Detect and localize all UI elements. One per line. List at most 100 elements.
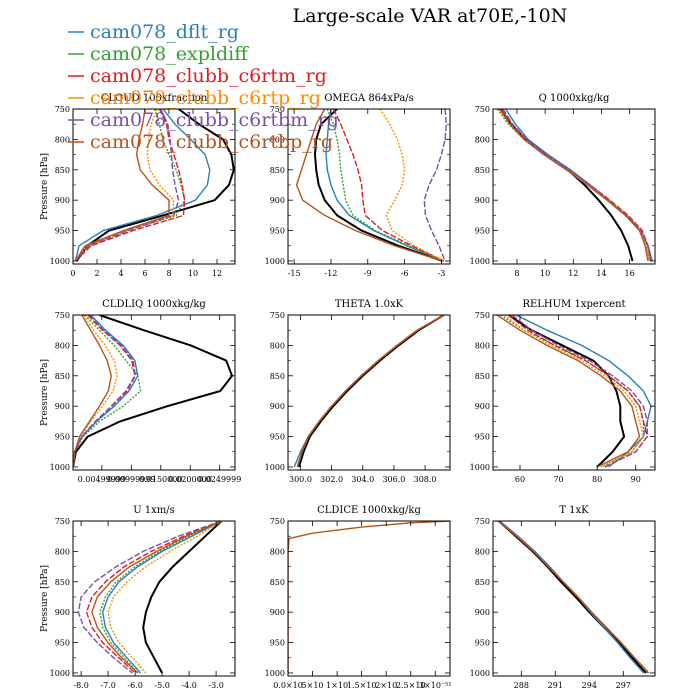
series-line-2 — [515, 315, 652, 468]
x-tick-label: 0.0150000 — [139, 475, 182, 484]
series-line-6 — [502, 109, 652, 262]
y-tick-label: 850 — [55, 166, 70, 175]
x-tick-label: 297 — [616, 681, 631, 690]
x-tick-label: 12 — [568, 269, 578, 278]
series-line-7 — [499, 109, 649, 262]
x-tick-label: 306.0 — [382, 475, 405, 484]
x-tick-label: 8 — [166, 269, 171, 278]
series-line-5 — [107, 521, 222, 674]
panel-title: Q 1000xkg/kg — [539, 93, 610, 104]
legend-label: cam078_clubb_c6rtbp_rg — [90, 131, 333, 153]
y-axis-label: Pressure [hPa] — [40, 153, 50, 220]
y-tick-label: 950 — [475, 433, 490, 442]
y-tick-label: 1000 — [265, 257, 285, 266]
x-tick-label: -8.0 — [73, 681, 88, 690]
y-tick-label: 850 — [475, 372, 490, 381]
y-tick-label: 950 — [55, 227, 70, 236]
y-tick-label: 900 — [270, 196, 285, 205]
x-tick-label: -4.0 — [181, 681, 196, 690]
x-tick-label: 294 — [582, 681, 597, 690]
x-tick-label: -5.0 — [154, 681, 169, 690]
x-tick-label: 3×10⁻⁵¹ — [419, 681, 452, 690]
x-tick-label: 10 — [188, 269, 198, 278]
y-tick-label: 850 — [270, 372, 285, 381]
y-tick-label: 900 — [270, 608, 285, 617]
series-line-7 — [295, 109, 443, 262]
x-tick-label: -15 — [288, 269, 301, 278]
y-tick-label: 1000 — [470, 463, 490, 472]
y-tick-label: 750 — [475, 311, 490, 320]
panel-t: T 1xK 750 800 850 900 950 1000 288 291 294 297 — [470, 505, 656, 690]
legend-label: cam078_clubb_c6rtm_rg — [90, 65, 327, 87]
y-tick-label: 950 — [475, 227, 490, 236]
panel-cldice: CLDICE 1000xkg/kg 750 800 850 900 950 1000 0.0×… — [265, 505, 452, 690]
series-line-3 — [500, 315, 645, 468]
y-tick-label: 750 — [55, 105, 70, 114]
y-tick-label: 750 — [55, 311, 70, 320]
series-line-1 — [314, 109, 443, 262]
y-tick-label: 900 — [55, 402, 70, 411]
x-tick-label: 6 — [142, 269, 147, 278]
series-line-3 — [326, 109, 445, 262]
y-tick-label: 900 — [475, 608, 490, 617]
series-line-2 — [505, 109, 653, 262]
panel-title: T 1xK — [559, 505, 589, 516]
series-line-2 — [74, 109, 211, 262]
y-tick-label: 750 — [270, 105, 285, 114]
y-tick-label: 800 — [270, 341, 285, 350]
series-line-7 — [74, 109, 170, 262]
x-tick-label: -6 — [401, 269, 409, 278]
series-line-2 — [293, 315, 445, 468]
series-line-6 — [296, 315, 445, 468]
y-tick-label: 750 — [475, 105, 490, 114]
x-tick-label: 0.00999999 — [107, 475, 155, 484]
x-tick-label: 304.0 — [351, 475, 374, 484]
panel-u: U 1xm/s 750 800 850 900 950 1000-8.0 -7.0 -6.0 -5… — [40, 505, 236, 690]
y-tick-label: 750 — [55, 517, 70, 526]
x-tick-label: 1.5×10 — [347, 681, 377, 690]
series-line-7 — [498, 521, 649, 674]
y-tick-label: 1000 — [50, 257, 70, 266]
legend: cam078_dflt_rgcam078_expldiffcam078_club… — [68, 21, 339, 153]
series-line-7 — [91, 521, 222, 674]
panel-cldliq: CLDLIQ 1000xkg/kg 750 800 850 900 950 1000 0.00… — [40, 299, 241, 484]
series-line-1 — [297, 315, 445, 468]
series-line-1 — [73, 315, 234, 468]
plot-frame — [72, 520, 236, 677]
y-tick-label: 950 — [270, 639, 285, 648]
series-line-6 — [511, 315, 648, 468]
plot-frame — [287, 108, 451, 265]
figure-title: Large-scale VAR at70E,-10N — [293, 5, 568, 27]
x-tick-label: -3.0 — [208, 681, 223, 690]
series-line-5 — [379, 109, 445, 262]
panel-q: Q 1000xkg/kg 750 800 850 900 950 1000 8 10 12 14 16 — [470, 93, 656, 278]
x-tick-label: 2.5×10 — [396, 681, 426, 690]
series-line-4 — [332, 109, 445, 262]
panel-relhum: RELHUM 1xpercent 750 800 850 900 950 1000 60 70 8… — [470, 299, 656, 484]
x-tick-label: 10 — [540, 269, 550, 278]
x-tick-label: 8 — [514, 269, 519, 278]
x-tick-label: 1×10 — [326, 681, 348, 690]
y-tick-label: 850 — [55, 578, 70, 587]
x-tick-label: -6.0 — [127, 681, 142, 690]
y-tick-label: 1000 — [50, 669, 70, 678]
x-tick-label: 0 — [70, 269, 75, 278]
y-tick-label: 1000 — [265, 669, 285, 678]
y-tick-label: 850 — [475, 578, 490, 587]
y-tick-label: 800 — [270, 547, 285, 556]
x-tick-label: -9 — [364, 269, 372, 278]
plot-frame — [72, 108, 236, 265]
y-tick-label: 900 — [475, 196, 490, 205]
y-tick-label: 1000 — [265, 463, 285, 472]
x-tick-label: 302.0 — [320, 475, 343, 484]
legend-item: cam078_expldiff — [68, 43, 249, 65]
y-tick-label: 950 — [270, 227, 285, 236]
series-line-3 — [99, 521, 222, 674]
x-tick-label: -3 — [438, 269, 446, 278]
series-line-7 — [296, 315, 445, 468]
y-tick-label: 850 — [270, 578, 285, 587]
plot-frame — [492, 108, 656, 265]
y-axis-label: Pressure [hPa] — [40, 359, 50, 426]
panel-title: CLDICE 1000xkg/kg — [317, 505, 421, 516]
x-tick-label: 0.0200000 — [169, 475, 212, 484]
